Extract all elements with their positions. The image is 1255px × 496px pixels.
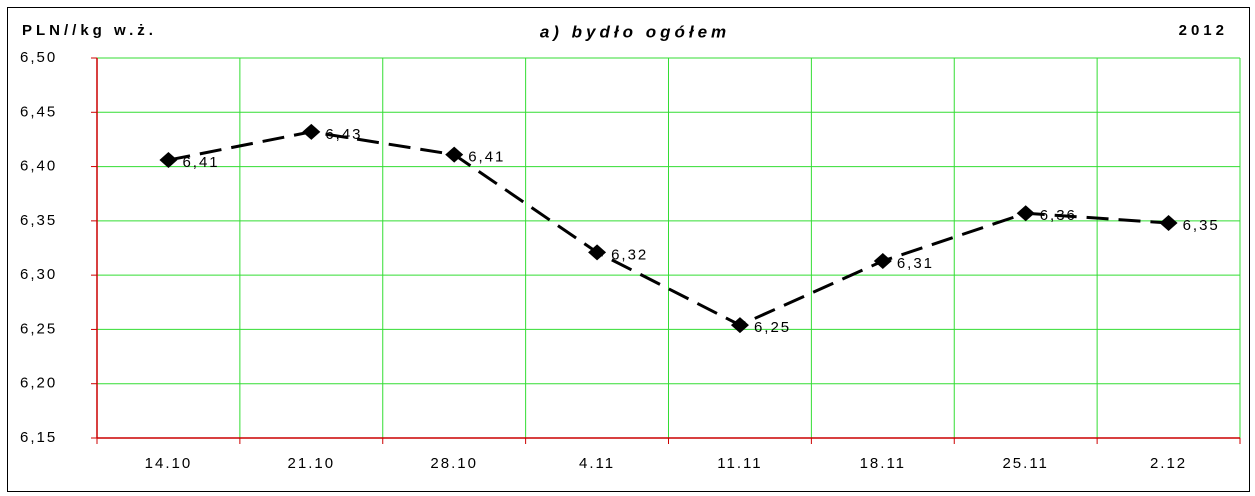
x-tick-label: 2.12 — [1150, 455, 1187, 472]
data-label: 6,32 — [611, 246, 648, 263]
data-label: 6,35 — [1183, 217, 1220, 234]
x-tick-label: 21.10 — [288, 455, 336, 472]
y-tick-label: 6,15 — [20, 429, 57, 446]
x-tick-label: 28.10 — [430, 455, 478, 472]
data-label: 6,25 — [754, 319, 791, 336]
line — [168, 130, 1169, 327]
chart-border — [7, 7, 1250, 492]
x-tick-label: 14.10 — [145, 455, 193, 472]
x-tick-label: 25.11 — [1002, 455, 1048, 472]
y-tick-label: 6,25 — [20, 320, 57, 337]
y-tick-label: 6,40 — [20, 158, 57, 175]
x-tick-label: 11.11 — [717, 455, 762, 472]
marker — [588, 244, 607, 261]
marker — [302, 123, 321, 140]
y-axis-label: PLN//kg w.ż. — [22, 22, 157, 39]
y-tick-label: 6,30 — [20, 266, 57, 283]
x-tick-label: 18.11 — [860, 455, 906, 472]
y-tick-label: 6,35 — [20, 212, 57, 229]
y-tick-label: 6,45 — [20, 103, 57, 120]
x-tick-label: 4.11 — [579, 455, 615, 472]
y-tick-label: 6,20 — [20, 375, 57, 392]
marker — [1159, 215, 1178, 232]
marker — [873, 253, 892, 270]
data-label: 6,43 — [325, 126, 362, 143]
y-tick-label: 6,50 — [20, 49, 57, 66]
data-label: 6,31 — [897, 255, 934, 272]
data-label: 6,36 — [1040, 207, 1077, 224]
marker — [730, 317, 749, 334]
marker — [159, 152, 178, 169]
marker — [445, 146, 464, 163]
chart-title: a) bydło ogółem — [540, 22, 730, 41]
annotation: 2012 — [1179, 22, 1228, 39]
marker — [1016, 205, 1035, 222]
data-label: 6,41 — [468, 149, 505, 166]
data-label: 6,41 — [182, 154, 219, 171]
